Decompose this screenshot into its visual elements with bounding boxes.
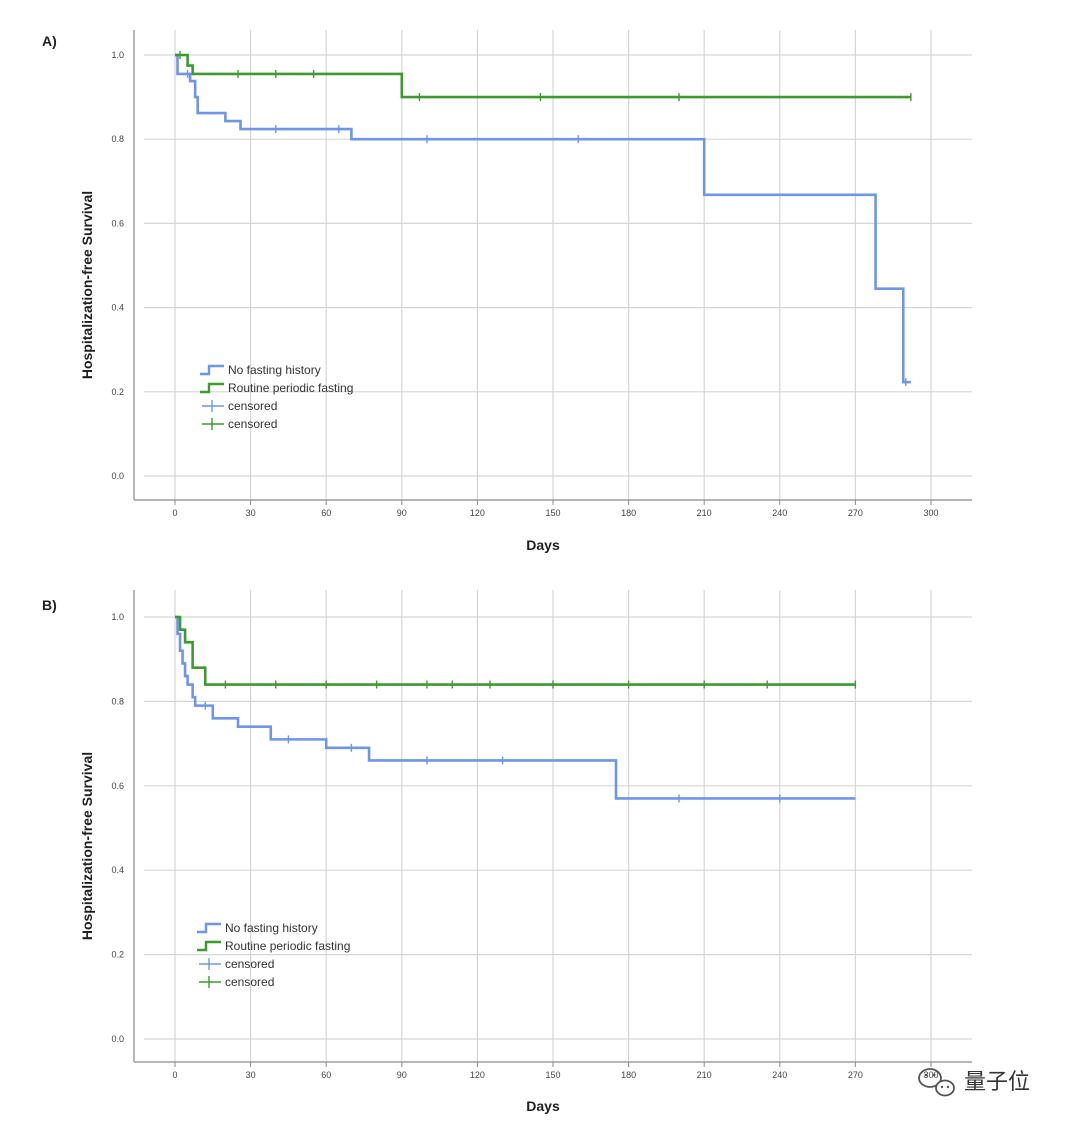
x-axis-title: Days <box>526 537 560 553</box>
y-tick-label: 0.8 <box>111 696 124 706</box>
legend-label: Routine periodic fasting <box>228 381 353 395</box>
series-line-no-fasting <box>175 615 856 800</box>
y-tick-label: 0.4 <box>111 303 124 313</box>
legend: No fasting history Routine periodic fasti… <box>200 363 353 431</box>
x-axis-title: Days <box>526 1098 560 1114</box>
x-tick-label: 30 <box>246 1070 256 1080</box>
legend-label: censored <box>228 417 277 431</box>
y-tick-label: 0.2 <box>111 950 124 960</box>
y-tick-label: 0.8 <box>111 134 124 144</box>
y-tick-label: 0.6 <box>111 781 124 791</box>
y-tick-label: 1.0 <box>111 612 124 622</box>
watermark: 量子位 <box>918 1068 1030 1097</box>
legend-label: censored <box>225 957 274 971</box>
legend-swatch <box>197 922 221 934</box>
x-tick-label: 240 <box>772 508 787 518</box>
series-line-routine-fasting <box>175 615 856 686</box>
x-tick-label: 120 <box>470 1070 485 1080</box>
y-tick-label: 0.2 <box>111 387 124 397</box>
y-tick-label: 0.6 <box>111 218 124 228</box>
x-tick-label: 210 <box>697 1070 712 1080</box>
y-tick-label: 0.0 <box>111 1034 124 1044</box>
x-tick-label: 0 <box>172 508 177 518</box>
legend: No fasting history Routine periodic fasti… <box>197 921 350 989</box>
legend-swatch <box>200 364 224 376</box>
legend-label: censored <box>228 399 277 413</box>
legend-swatch <box>200 382 224 394</box>
chart-panel-1: 0 30 60 90 120 150 180 210 240 270 300 0.0 0.2 0.4 0.6… <box>42 30 972 553</box>
x-tick-label: 90 <box>397 508 407 518</box>
x-tick-label: 0 <box>172 1070 177 1080</box>
x-tick-label: 270 <box>848 1070 863 1080</box>
x-tick-label: 180 <box>621 1070 636 1080</box>
x-tick-label: 180 <box>621 508 636 518</box>
legend-label: censored <box>225 975 274 989</box>
legend-label: Routine periodic fasting <box>225 939 350 953</box>
x-tick-label: 300 <box>923 1070 938 1080</box>
x-tick-label: 150 <box>545 1070 560 1080</box>
panel-label: B) <box>42 597 57 613</box>
y-tick-label: 0.0 <box>111 471 124 481</box>
x-tick-label: 210 <box>697 508 712 518</box>
x-tick-label: 300 <box>923 508 938 518</box>
y-axis-title: Hospitalization-free Survival <box>79 191 95 379</box>
legend-swatch <box>197 940 221 952</box>
y-tick-label: 0.4 <box>111 865 124 875</box>
x-tick-label: 90 <box>397 1070 407 1080</box>
x-tick-label: 60 <box>321 508 331 518</box>
y-axis-title: Hospitalization-free Survival <box>79 752 95 940</box>
x-tick-label: 120 <box>470 508 485 518</box>
panel-label: A) <box>42 33 57 49</box>
x-tick-label: 150 <box>545 508 560 518</box>
x-tick-label: 60 <box>321 1070 331 1080</box>
legend-label: No fasting history <box>225 921 318 935</box>
series-line-no-fasting <box>175 53 911 384</box>
x-tick-label: 270 <box>848 508 863 518</box>
watermark-text: 量子位 <box>964 1070 1030 1095</box>
chart-panel-2: 0 30 60 90 120 150 180 210 240 270 300 0.0 0.2 0.4 0.6… <box>42 590 972 1114</box>
legend-label: No fasting history <box>228 363 321 377</box>
x-tick-label: 30 <box>246 508 256 518</box>
y-tick-label: 1.0 <box>111 50 124 60</box>
wechat-icon <box>918 1068 955 1097</box>
series-line-routine-fasting <box>175 53 911 99</box>
x-tick-label: 240 <box>772 1070 787 1080</box>
